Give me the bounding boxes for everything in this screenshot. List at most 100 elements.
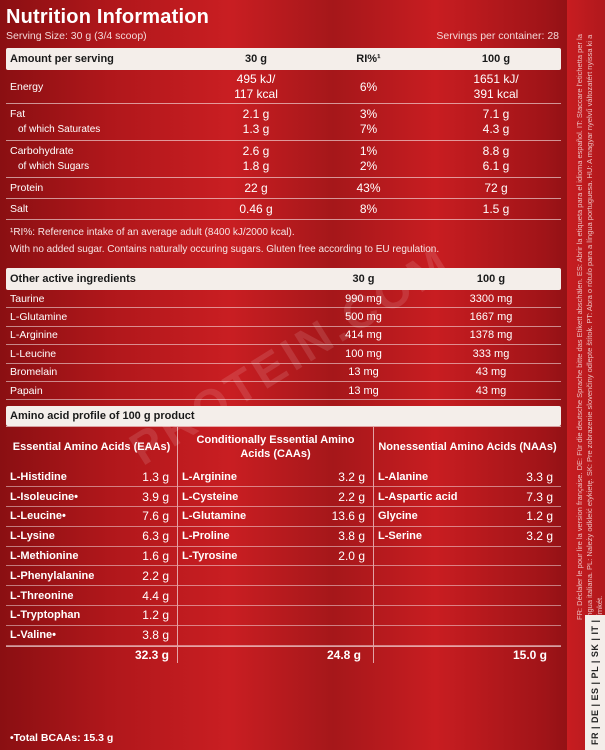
ingredient-name: L-Arginine <box>10 329 58 342</box>
language-codes: FR | DE | ES | PL | SK | IT | PT | SE | … <box>585 615 605 750</box>
serving-size: Serving Size: 30 g (3/4 scoop) <box>6 30 147 42</box>
amino-row-empty <box>374 547 561 567</box>
value-100g: 1378 mg <box>469 329 513 342</box>
value-ri: 1% <box>359 144 378 158</box>
amino-row: L-Leucine• 7.6 g <box>6 507 177 527</box>
value-100g: 72 g <box>484 181 508 195</box>
amino-name: L-Proline <box>182 530 230 543</box>
nonessential-column: Nonessential Amino Acids (NAAs) L-Alanin… <box>374 427 561 662</box>
nutrient-name: Protein <box>10 182 44 194</box>
amino-name: L-Alanine <box>378 470 429 483</box>
amino-row: L-Tryptophan 1.2 g <box>6 606 177 626</box>
other-row: Papain 13 mg 43 mg <box>6 382 561 401</box>
nutrition-header: Amount per serving 30 g RI%¹ 100 g <box>6 48 561 70</box>
header-30g: 30 g <box>244 53 267 65</box>
amino-header: Amino acid profile of 100 g product <box>6 406 561 427</box>
ingredient-name: L-Leucine <box>10 347 57 360</box>
amino-name: L-Aspartic acid <box>378 490 458 503</box>
header-30g: 30 g <box>352 273 375 285</box>
amino-value: 1.3 g <box>142 469 169 484</box>
amino-row-empty <box>178 626 373 646</box>
header-100g: 100 g <box>481 53 511 65</box>
amino-value: 2.2 g <box>338 489 365 504</box>
fat-names: Fat of which Saturates <box>6 107 206 137</box>
value-30g: 990 mg <box>345 292 382 305</box>
energy-100g: 1651 kJ/ 391 kcal <box>431 72 561 102</box>
nutrient-name: Fat <box>10 108 26 120</box>
value-30g: 100 mg <box>345 347 382 360</box>
amino-name: L-Serine <box>378 530 423 543</box>
servings-per-container: Servings per container: 28 <box>436 30 559 42</box>
amino-value: 1.6 g <box>142 548 169 563</box>
carb-30g: 2.6 g 1.8 g <box>206 144 306 174</box>
header-other: Other active ingredients <box>10 273 136 285</box>
value-30g: 2.6 g <box>242 144 270 158</box>
amino-value: 2.0 g <box>338 548 365 563</box>
amino-row: L-Valine• 3.8 g <box>6 626 177 646</box>
sub-value-100g: 4.3 g <box>482 122 510 136</box>
amino-value: 1.2 g <box>526 509 553 524</box>
nonessential-total: 15.0 g <box>374 645 561 663</box>
amino-row-empty <box>178 606 373 626</box>
value-30g: 500 mg <box>345 311 382 324</box>
amino-row-empty <box>374 586 561 606</box>
amino-row-empty <box>178 566 373 587</box>
energy-kj-30g: 495 kJ/ <box>236 71 276 86</box>
nutrition-footnotes: ¹RI%: Reference intake of an average adu… <box>6 224 561 258</box>
nutrition-row-protein: Protein 22 g 43% 72 g <box>6 178 561 199</box>
label-panel: Nutrition Information Serving Size: 30 g… <box>6 6 561 663</box>
essential-total: 32.3 g <box>6 645 177 663</box>
value-ri: 3% <box>359 107 378 121</box>
energy-kcal-30g: 117 kcal <box>234 86 278 101</box>
amino-name: L-Valine• <box>10 629 57 642</box>
value-100g: 3300 mg <box>469 292 513 305</box>
value-100g: 333 mg <box>472 347 510 360</box>
amino-row-empty <box>374 606 561 626</box>
sub-value-100g: 6.1 g <box>482 159 510 173</box>
other-row: L-Arginine 414 mg 1378 mg <box>6 327 561 346</box>
other-row: L-Leucine 100 mg 333 mg <box>6 345 561 364</box>
bcaa-total: •Total BCAAs: 15.3 g <box>10 732 114 744</box>
amino-row: L-Threonine 4.4 g <box>6 586 177 606</box>
nutrient-subname: of which Saturates <box>18 124 101 135</box>
panel-title: Nutrition Information <box>6 6 210 28</box>
nutrition-row-salt: Salt 0.46 g 8% 1.5 g <box>6 199 561 220</box>
value-30g: 13 mg <box>348 366 379 379</box>
amino-name: L-Tryptophan <box>10 609 81 622</box>
value-100g: 1.5 g <box>482 202 510 216</box>
amino-row: L-Alanine 3.3 g <box>374 467 561 488</box>
sub-value-30g: 1.3 g <box>242 122 270 136</box>
amino-row: L-Proline 3.8 g <box>178 527 373 547</box>
multilingual-instructions: FR: Déclaler le pour lire la version fra… <box>575 34 604 620</box>
amino-name: Glycine <box>378 510 418 523</box>
amino-name: L-Arginine <box>182 470 237 483</box>
energy-kj-100g: 1651 kJ/ <box>473 71 519 86</box>
fat-ri: 3% 7% <box>306 107 431 137</box>
other-ingredients-header: Other active ingredients 30 g 100 g <box>6 268 561 290</box>
header-100g: 100 g <box>476 273 506 285</box>
ingredient-name: Papain <box>10 384 43 397</box>
sub-value-30g: 1.8 g <box>242 159 270 173</box>
value-30g: 2.1 g <box>242 107 270 121</box>
amino-name: L-Threonine <box>10 589 74 602</box>
sugar-gluten-note: With no added sugar. Contains naturally … <box>10 244 440 255</box>
conditional-total: 24.8 g <box>178 645 373 663</box>
amino-name: L-Tyrosine <box>182 549 238 562</box>
value-30g: 414 mg <box>345 329 382 342</box>
amino-name: L-Isoleucine• <box>10 490 79 503</box>
ingredient-name: Bromelain <box>10 366 58 379</box>
amino-value: 6.3 g <box>142 529 169 544</box>
ingredient-name: Taurine <box>10 292 45 305</box>
value-100g: 43 mg <box>475 384 507 397</box>
carb-ri: 1% 2% <box>306 144 431 174</box>
header-amount: Amount per serving <box>10 53 114 65</box>
energy-kcal-100g: 391 kcal <box>473 86 519 101</box>
amino-row: L-Glutamine 13.6 g <box>178 507 373 527</box>
amino-name: L-Glutamine <box>182 510 247 523</box>
side-panel: FR: Déclaler le pour lire la version fra… <box>567 0 605 750</box>
carb-names: Carbohydrate of which Sugars <box>6 144 206 174</box>
amino-value: 7.6 g <box>142 509 169 524</box>
amino-value: 1.2 g <box>142 608 169 623</box>
amino-value: 3.3 g <box>526 469 553 484</box>
value-30g: 22 g <box>244 181 268 195</box>
